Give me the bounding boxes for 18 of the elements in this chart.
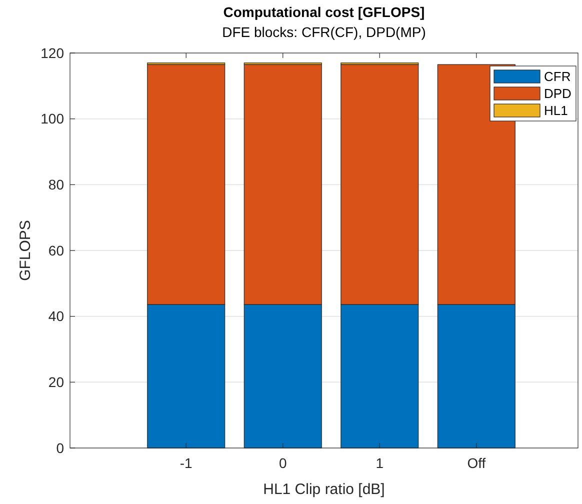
- x-tick-label: Off: [467, 455, 486, 471]
- legend-label: HL1: [544, 103, 568, 118]
- chart-subtitle: DFE blocks: CFR(CF), DPD(MP): [222, 24, 426, 40]
- chart-title: Computational cost [GFLOPS]: [223, 4, 425, 20]
- x-tick-label: 1: [376, 455, 384, 471]
- legend-label: DPD: [544, 86, 572, 102]
- y-tick-label: 80: [48, 176, 64, 193]
- x-tick-label: -1: [180, 455, 193, 471]
- legend-label: CFR: [544, 69, 571, 84]
- x-axis-title: HL1 Clip ratio [dB]: [263, 481, 385, 498]
- y-tick-label: 40: [48, 308, 64, 324]
- y-tick-label: 100: [40, 110, 64, 127]
- y-tick-label: 20: [48, 374, 64, 390]
- x-tick-label: 0: [278, 455, 287, 471]
- y-axis-title: GFLOPS: [17, 220, 34, 281]
- y-tick-label: 60: [48, 242, 64, 258]
- y-tick-label: 120: [40, 44, 64, 61]
- y-tick-label: 0: [56, 440, 64, 456]
